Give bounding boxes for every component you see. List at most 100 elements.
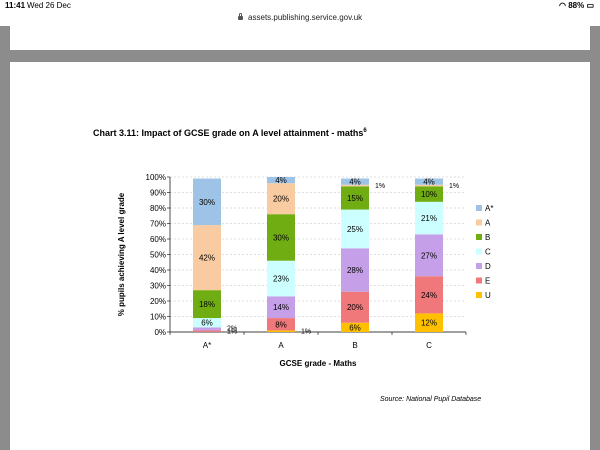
legend-swatch [476,248,482,255]
address-bar[interactable]: assets.publishing.service.gov.uk [0,12,600,26]
y-tick-label: 70% [150,220,166,229]
data-label: 15% [347,194,363,203]
data-label: 4% [275,176,287,185]
bar-segment [193,327,221,331]
y-tick-label: 0% [154,328,166,337]
y-tick-label: 90% [150,189,166,198]
bar-segment [341,322,369,332]
bar-segment [341,184,369,187]
data-label: 8% [275,320,287,329]
status-bar: 11:41 Wed 26 Dec ◠ 88% ▭ [0,0,600,12]
bar-segment [267,177,295,184]
x-tick-label: A [278,341,284,350]
data-label: 30% [199,198,215,207]
y-tick-label: 20% [150,297,166,306]
x-axis-label: GCSE grade - Maths [280,359,357,368]
bar-segment [341,248,369,292]
y-tick-label: 40% [150,266,166,275]
legend-label: C [485,248,491,257]
bar-segment [415,186,443,202]
bar-segment [341,186,369,210]
data-label: 14% [273,303,289,312]
data-label: 20% [347,303,363,312]
wifi-icon: ◠ [558,1,566,10]
legend-label: U [485,291,491,300]
data-label: 42% [199,254,215,263]
data-label: 1% [449,183,459,190]
bar-segment [267,330,295,332]
bar-segment [415,313,443,332]
bar-segment [193,225,221,291]
x-tick-label: A* [203,341,211,350]
y-axis-label: % pupils achieving A level grade [117,192,126,316]
bar-segment [193,178,221,226]
bar-segment [267,214,295,261]
legend-swatch [476,292,482,298]
title-footnote: 6 [363,128,367,134]
legend-swatch [476,263,482,269]
legend-label: D [485,262,491,271]
data-label: 18% [199,300,215,309]
bar-segment [415,178,443,185]
legend-label: A [485,219,491,228]
bar-segment [267,260,295,297]
data-label: 4% [349,178,361,187]
pdf-page [10,62,590,450]
bar-segment [415,234,443,277]
bar-segment [415,276,443,314]
data-label: 25% [347,225,363,234]
y-tick-label: 80% [150,204,166,213]
x-tick-label: C [426,341,432,350]
bar-segment [341,209,369,249]
bar-segment [267,296,295,319]
legend-label: B [485,233,490,242]
legend-label: A* [485,204,493,213]
status-right: ◠ 88% ▭ [559,1,594,10]
legend-swatch [476,205,482,211]
bar-segment [415,184,443,187]
status-time: 11:41 [5,1,26,10]
data-label: 1% [227,328,237,335]
data-label: 4% [423,178,435,187]
previous-page-bottom [10,26,590,50]
chart-title-text: Chart 3.11: Impact of GCSE grade on A le… [93,128,364,138]
status-date: Wed 26 Dec [27,1,71,10]
x-tick-label: B [352,341,357,350]
data-label: 24% [421,291,437,300]
data-label: 27% [421,251,437,260]
y-tick-label: 60% [150,235,166,244]
legend-swatch [476,219,482,226]
battery-icon: ▭ [586,1,594,10]
bar-segment [341,178,369,185]
battery-level: 88% [568,1,585,10]
legend-swatch [476,234,482,240]
data-label: 6% [349,323,361,332]
bar-segment [341,291,369,323]
data-label: 1% [301,328,311,335]
y-tick-label: 10% [150,313,166,322]
data-label: 1% [375,183,385,190]
bar-segment [193,290,221,319]
bar-segment [267,318,295,331]
data-label: 12% [421,319,437,328]
y-tick-label: 50% [150,251,166,260]
url-text[interactable]: assets.publishing.service.gov.uk [248,13,363,22]
chart-title: Chart 3.11: Impact of GCSE grade on A le… [93,128,367,138]
y-tick-label: 100% [146,173,166,182]
y-tick-label: 30% [150,282,166,291]
bar-segment [193,330,221,332]
data-label: 2% [227,325,237,332]
bar-segment [415,201,443,235]
data-label: 6% [201,319,213,328]
data-label: 23% [273,275,289,284]
data-label: 20% [273,195,289,204]
bar-segment [267,183,295,215]
bar-segment [193,318,221,328]
data-label: 30% [273,233,289,242]
data-label: 28% [347,266,363,275]
lock-icon [237,12,243,20]
source-note: Source: National Pupil Database [380,396,482,403]
legend-swatch [476,277,482,284]
data-label: 10% [421,190,437,199]
